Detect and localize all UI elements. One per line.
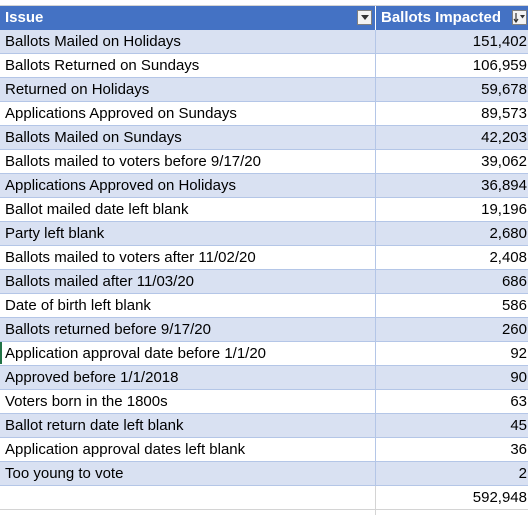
table-row: Ballots Mailed on Sundays 42,203 xyxy=(0,126,528,150)
ballots-impacted-cell[interactable]: 151,402 xyxy=(376,30,528,54)
table-row: Too young to vote 2 xyxy=(0,462,528,486)
issue-cell[interactable]: Ballots Mailed on Sundays xyxy=(0,126,376,150)
issue-cell[interactable]: Ballot mailed date left blank xyxy=(0,198,376,222)
ballots-impacted-cell[interactable]: 260 xyxy=(376,318,528,342)
issue-cell[interactable]: Applications Approved on Sundays xyxy=(0,102,376,126)
ballots-impacted-cell[interactable]: 586 xyxy=(376,294,528,318)
issue-cell[interactable]: Approved before 1/1/2018 xyxy=(0,366,376,390)
issue-cell[interactable]: Party left blank xyxy=(0,222,376,246)
empty-cell[interactable] xyxy=(0,510,376,515)
table-row: Applications Approved on Holidays 36,894 xyxy=(0,174,528,198)
empty-row-below xyxy=(0,510,528,515)
table-row: Ballots Mailed on Holidays 151,402 xyxy=(0,30,528,54)
table-row: Ballot mailed date left blank 19,196 xyxy=(0,198,528,222)
table-row: Ballots mailed to voters after 11/02/20 2… xyxy=(0,246,528,270)
issue-header-cell[interactable]: Issue xyxy=(0,6,376,30)
ballots-impacted-cell[interactable]: 686 xyxy=(376,270,528,294)
ballots-impacted-cell[interactable]: 59,678 xyxy=(376,78,528,102)
ballots-impacted-cell[interactable]: 90 xyxy=(376,366,528,390)
ballots-impacted-cell[interactable]: 19,196 xyxy=(376,198,528,222)
table-row: Applications Approved on Sundays 89,573 xyxy=(0,102,528,126)
ballots-header-label: Ballots Impacted xyxy=(381,9,502,26)
issue-cell[interactable]: Ballots Returned on Sundays xyxy=(0,54,376,78)
issue-cell[interactable]: Too young to vote xyxy=(0,462,376,486)
partial-row-above xyxy=(0,0,528,6)
issue-cell[interactable]: Application approval date before 1/1/20 xyxy=(0,342,376,366)
row-selection-marker xyxy=(0,342,2,364)
issue-cell[interactable]: Ballot return date left blank xyxy=(0,414,376,438)
issue-cell[interactable]: Application approval dates left blank xyxy=(0,438,376,462)
total-label-cell[interactable] xyxy=(0,486,376,510)
table-body: Ballots Mailed on Holidays 151,402 Ballots… xyxy=(0,30,528,486)
issue-cell[interactable]: Ballots returned before 9/17/20 xyxy=(0,318,376,342)
total-row: 592,948 xyxy=(0,486,528,510)
ballots-impacted-cell[interactable]: 2,680 xyxy=(376,222,528,246)
ballots-impacted-cell[interactable]: 2,408 xyxy=(376,246,528,270)
table-row: Party left blank 2,680 xyxy=(0,222,528,246)
sort-descending-filter-icon xyxy=(513,13,525,24)
ballots-impacted-cell[interactable]: 45 xyxy=(376,414,528,438)
issue-cell[interactable]: Applications Approved on Holidays xyxy=(0,174,376,198)
table-row: Application approval date before 1/1/20 9… xyxy=(0,342,528,366)
issue-cell[interactable]: Ballots mailed to voters after 11/02/20 xyxy=(0,246,376,270)
issue-cell[interactable]: Ballots mailed to voters before 9/17/20 xyxy=(0,150,376,174)
ballots-impacted-cell[interactable]: 42,203 xyxy=(376,126,528,150)
issue-filter-button[interactable] xyxy=(357,10,372,25)
table-row: Returned on Holidays 59,678 xyxy=(0,78,528,102)
issue-cell[interactable]: Voters born in the 1800s xyxy=(0,390,376,414)
ballots-impacted-cell[interactable]: 92 xyxy=(376,342,528,366)
ballots-impacted-cell[interactable]: 106,959 xyxy=(376,54,528,78)
ballots-impacted-cell[interactable]: 36 xyxy=(376,438,528,462)
issue-cell[interactable]: Returned on Holidays xyxy=(0,78,376,102)
ballots-impacted-cell[interactable]: 2 xyxy=(376,462,528,486)
table-row: Ballots mailed to voters before 9/17/20 3… xyxy=(0,150,528,174)
issue-cell[interactable]: Ballots mailed after 11/03/20 xyxy=(0,270,376,294)
table-row: Approved before 1/1/2018 90 xyxy=(0,366,528,390)
table-row: Date of birth left blank 586 xyxy=(0,294,528,318)
issue-header-label: Issue xyxy=(5,9,44,26)
ballots-impacted-cell[interactable]: 36,894 xyxy=(376,174,528,198)
table-header-row: Issue Ballots Impacted xyxy=(0,6,528,30)
table-row: Voters born in the 1800s 63 xyxy=(0,390,528,414)
filter-dropdown-icon xyxy=(360,15,369,20)
table-row: Ballots returned before 9/17/20 260 xyxy=(0,318,528,342)
table-row: Ballots mailed after 11/03/20 686 xyxy=(0,270,528,294)
ballots-filter-button[interactable] xyxy=(512,10,527,25)
ballots-impacted-cell[interactable]: 89,573 xyxy=(376,102,528,126)
ballots-impacted-cell[interactable]: 63 xyxy=(376,390,528,414)
table-row: Ballots Returned on Sundays 106,959 xyxy=(0,54,528,78)
table-row: Ballot return date left blank 45 xyxy=(0,414,528,438)
ballots-header-cell[interactable]: Ballots Impacted xyxy=(376,6,528,30)
issue-cell[interactable]: Date of birth left blank xyxy=(0,294,376,318)
ballots-impacted-cell[interactable]: 39,062 xyxy=(376,150,528,174)
total-value-cell[interactable]: 592,948 xyxy=(376,486,528,510)
issue-cell[interactable]: Ballots Mailed on Holidays xyxy=(0,30,376,54)
table-row: Application approval dates left blank 36 xyxy=(0,438,528,462)
